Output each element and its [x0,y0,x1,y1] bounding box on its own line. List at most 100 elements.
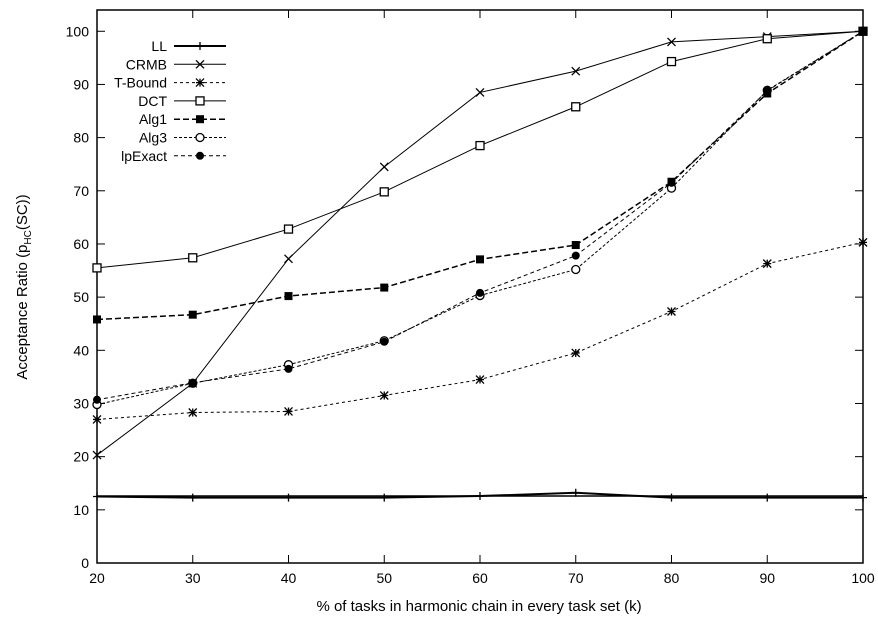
data-point-dct [571,102,581,112]
data-point-t-bound [762,259,772,269]
legend-swatch-marker [195,59,205,69]
legend-swatch-marker [196,42,204,50]
legend-swatch-marker [195,132,205,143]
data-point-t-bound [284,406,293,416]
legend-label: LL [151,38,167,54]
data-point-ll [859,493,867,502]
data-point-dct [92,263,102,273]
legend-swatch-marker [196,115,204,124]
x-tick-label: 60 [472,570,488,586]
data-point-ll [188,493,197,502]
data-point-lpexact [763,86,772,95]
legend-item-t-bound: T-Bound [114,75,226,91]
data-point-crmb [571,66,581,76]
legend-swatch-marker [196,151,204,160]
y-tick-label: 60 [73,236,89,252]
data-point-lpexact [476,288,484,297]
y-tick-label: 50 [73,289,89,305]
series-layer [92,26,868,502]
x-tick-label: 50 [376,570,392,586]
series-line-alg1 [96,30,864,321]
y-tick-label: 70 [73,183,89,199]
series-dct [92,26,868,273]
data-point-alg1 [571,241,580,250]
legend-label: T-Bound [114,75,167,91]
series-ll [93,488,867,502]
data-point-lpexact [571,251,580,260]
series-line-lpexact [96,30,864,401]
data-point-t-bound [571,348,581,358]
data-point-t-bound [379,391,389,400]
series-line-crmb [96,30,864,456]
data-point-ll [476,492,484,501]
x-tick-label: 70 [568,570,584,586]
data-point-alg1 [284,292,293,301]
axes: 20 30 40 50 60 70 80 90 100 0 10 20 30 40 50 60 70 80 90 10… [66,9,875,586]
data-point-alg3 [571,264,581,275]
data-point-t-bound [858,237,868,247]
series-line-alg3 [96,30,864,406]
data-point-t-bound [188,408,198,417]
legend-item-dct: DCT [138,93,226,109]
data-point-ll [763,493,772,502]
y-tick-label: 80 [73,130,89,146]
data-point-ll [284,493,293,502]
legend-label: Alg1 [139,111,167,127]
data-point-alg1 [380,283,389,292]
data-point-lpexact [667,178,676,187]
y-tick-label: 100 [66,23,90,39]
data-point-dct [283,224,294,234]
y-tick-label: 20 [73,449,89,465]
y-axis-label-subscript: HC [23,230,34,244]
y-axis-label-tail: (SC)) [14,194,31,230]
data-point-lpexact [284,364,293,373]
data-point-crmb [475,87,485,97]
legend-swatch-marker [195,96,205,106]
data-point-ll [380,493,389,502]
data-point-crmb [667,37,676,47]
data-point-crmb [284,254,293,264]
legend-item-alg1: Alg1 [139,111,226,127]
data-point-crmb [379,162,389,172]
y-tick-label: 10 [73,502,89,518]
series-crmb [92,26,868,460]
data-point-t-bound [475,375,485,385]
x-axis-label: % of tasks in harmonic chain in every ta… [316,598,641,615]
data-point-dct [762,34,772,44]
data-point-t-bound [667,307,676,316]
data-point-dct [666,56,677,67]
data-point-lpexact [93,395,101,404]
y-tick-label: 40 [73,342,89,358]
legend-item-lpexact: lpExact [121,148,226,164]
y-tick-label: 0 [81,555,89,571]
legend-swatch-marker [195,78,205,88]
y-axis-label-main: Acceptance Ratio (p [14,245,31,380]
x-tick-label: 90 [759,570,775,586]
legend-label: DCT [138,93,167,109]
series-alg1 [93,27,867,324]
data-point-lpexact [188,378,197,387]
data-point-dct [188,253,198,263]
data-point-ll [667,493,676,502]
y-tick-label: 90 [73,76,89,92]
data-point-lpexact [859,27,867,36]
data-point-crmb [92,450,102,460]
legend-label: Alg3 [139,130,167,146]
data-point-alg1 [476,255,484,264]
data-point-ll [93,492,101,501]
series-lpexact [93,27,867,404]
legend: LL CRMB T-Bound DCT Alg1 Alg3 lpExact [114,38,226,164]
legend-item-crmb: CRMB [126,56,226,72]
data-point-ll [571,488,580,497]
data-point-dct [475,140,485,151]
x-tick-label: 100 [851,570,875,586]
legend-item-ll: LL [151,38,226,54]
legend-label: lpExact [121,148,167,164]
data-point-alg1 [93,315,101,324]
y-tick-label: 30 [73,395,89,411]
y-axis-label: Acceptance Ratio (pHC(SC)) [14,194,34,379]
x-tick-label: 20 [89,570,105,586]
series-line-t-bound [96,241,864,420]
data-point-dct [379,187,389,197]
